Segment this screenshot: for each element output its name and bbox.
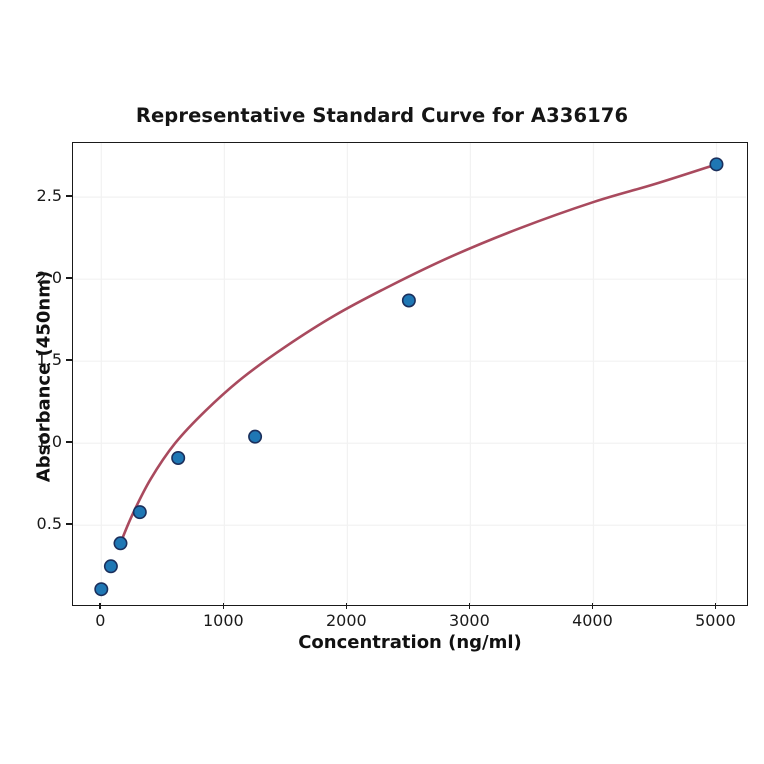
x-tick-label: 0: [95, 611, 106, 630]
x-tick-mark: [714, 603, 717, 609]
y-tick-mark: [66, 277, 72, 279]
data-point: [113, 536, 128, 551]
fitted-curve: [118, 163, 718, 547]
y-tick-label: 1.5: [36, 350, 62, 370]
y-tick-mark: [66, 195, 72, 197]
data-point: [132, 505, 147, 520]
x-axis-label: Concentration (ng/ml): [298, 632, 522, 653]
y-tick-label: 0.5: [36, 514, 62, 534]
y-tick-label: 2.0: [36, 268, 62, 288]
y-tick-label: 1.0: [36, 432, 62, 452]
x-tick-label: 5000: [695, 611, 736, 630]
data-point: [94, 582, 109, 597]
data-point: [248, 429, 263, 444]
x-tick-label: 2000: [326, 611, 367, 630]
data-point: [103, 559, 118, 574]
y-tick-mark: [66, 359, 72, 361]
y-tick-mark: [66, 441, 72, 444]
data-points: [94, 157, 724, 597]
x-tick-mark: [591, 603, 594, 609]
chart-title: Representative Standard Curve for A33617…: [135, 104, 629, 127]
x-tick-label: 1000: [202, 611, 244, 630]
curve-path: [118, 163, 718, 547]
x-tick-mark: [345, 603, 348, 609]
data-point: [401, 293, 416, 308]
data-point: [709, 157, 724, 172]
plot-area: [72, 142, 748, 606]
gridlines: [73, 143, 746, 604]
x-tick-mark: [99, 603, 102, 609]
data-point: [171, 450, 186, 465]
y-tick-label: 2.5: [36, 186, 62, 206]
x-tick-label: 3000: [449, 611, 490, 630]
y-tick-mark: [66, 523, 72, 526]
plot-canvas: [73, 143, 746, 604]
x-tick-mark: [222, 603, 225, 609]
x-tick-label: 4000: [572, 611, 613, 630]
x-tick-mark: [468, 603, 471, 609]
